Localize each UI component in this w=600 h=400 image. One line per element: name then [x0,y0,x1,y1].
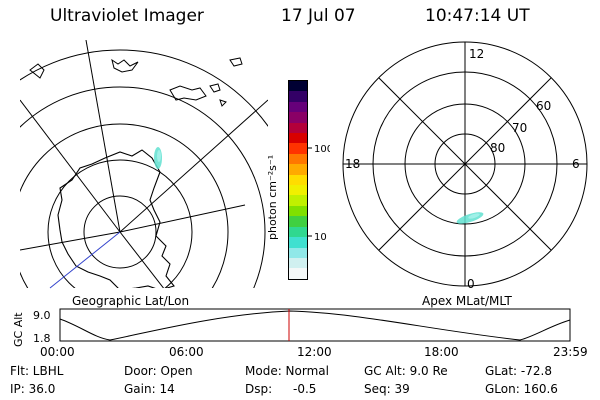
time-tick-label: 12:00 [297,345,332,359]
gain-info: Gain: 14 [124,382,175,396]
altitude-curve [59,310,571,341]
info-row-2: IP: 36.0 Gain: 14 Dsp: -0.5 Seq: 39 GLon… [0,382,600,398]
lat-circle [47,159,193,288]
colorbar-band [289,237,307,248]
colorbar-tick-label: 100 [314,144,330,155]
filter-info: Flt: LBHL [10,364,64,378]
meridian-line [85,40,121,233]
altitude-timeline: GC Alt 9.0 1.8 [12,308,571,347]
timeline-ytick: 9.0 [33,309,51,322]
time-tick-label: 18:00 [424,345,459,359]
colorbar-tick-label: 10 [314,232,327,243]
mlt-label-12: 12 [469,47,484,61]
colorbar-label: photon cm⁻²s⁻¹ [266,155,279,240]
meridian-line [119,231,165,288]
colorbar-band [289,216,307,227]
mlt-label-0: 0 [467,277,475,290]
door-info: Door: Open [124,364,193,378]
colorbar-band [289,226,307,238]
colorbar-band [289,101,307,113]
time-tick-label: 06:00 [169,345,204,359]
aurora-emission [468,213,480,219]
apex-polar-plot: 12 18 6 0 60 70 80 [342,41,588,290]
time-tick-label: 23:59 [553,345,588,359]
island-coastline [219,99,227,107]
colorbar-band [289,133,307,144]
island-coastline [209,83,221,93]
colorbar-band [289,122,307,134]
lat-circle [20,123,229,288]
island-coastline [111,58,139,73]
timeline-frame [59,308,571,342]
instrument-title: Ultraviolet Imager [50,6,204,26]
geographic-map [20,40,268,289]
colorbar-band [289,164,307,175]
colorbar-band [289,257,307,269]
colorbar-band [289,153,307,165]
aurora-emission [157,150,161,162]
time-tick-label: 00:00 [40,345,75,359]
dsp-value: -0.5 [293,382,317,396]
island-coastline [169,85,207,101]
apex-label: Apex MLat/MLT [422,294,512,308]
colorbar-band [289,185,307,196]
mlt-line [378,77,552,251]
colorbar-band [289,247,307,258]
island-coastline [29,63,45,79]
image-date: 17 Jul 07 [281,6,356,26]
colorbar [288,80,308,280]
mlt-label-6: 6 [572,157,580,171]
info-row-1: Flt: LBHL Door: Open Mode: Normal GC Alt… [0,364,600,380]
colorbar-axis: 100 10 photon cm⁻²s⁻¹ [266,144,330,243]
colorbar-band [289,205,307,217]
antarctica-coastline [57,149,175,288]
mlat-label-80: 80 [490,141,505,155]
ip-info: IP: 36.0 [10,382,56,396]
meridian-line [119,99,268,233]
meridian-line [20,99,121,233]
colorbar-band [289,174,307,186]
colorbar-band [289,143,307,154]
seq-info: Seq: 39 [364,382,410,396]
gc-alt-info: GC Alt: 9.0 Re [364,364,448,378]
timeline-ytick: 1.8 [33,332,51,345]
mlat-label-70: 70 [512,121,527,135]
colorbar-band [289,112,307,123]
timeline-axis-label: GC Alt [12,312,25,347]
colorbar-band [289,195,307,206]
meridian-line [20,231,121,251]
meridian-line [119,204,246,233]
mode-info: Mode: Normal [245,364,329,378]
lat-circle [20,49,268,127]
glon-info: GLon: 160.6 [485,382,558,396]
lat-circle [20,86,266,288]
sun-direction-line [49,231,121,289]
dsp-label: Dsp: [245,382,273,396]
header: Ultraviolet Imager 17 Jul 07 10:47:14 UT [0,6,600,30]
mlt-label-18: 18 [345,157,360,171]
mlat-label-60: 60 [536,99,551,113]
colorbar-band [289,268,307,279]
glat-info: GLat: -72.8 [485,364,552,378]
island-coastline [229,57,243,67]
geographic-label: Geographic Lat/Lon [72,294,190,308]
colorbar-band [289,81,307,92]
colorbar-band [289,91,307,102]
image-time: 10:47:14 UT [425,6,530,26]
lat-circle [83,195,157,269]
